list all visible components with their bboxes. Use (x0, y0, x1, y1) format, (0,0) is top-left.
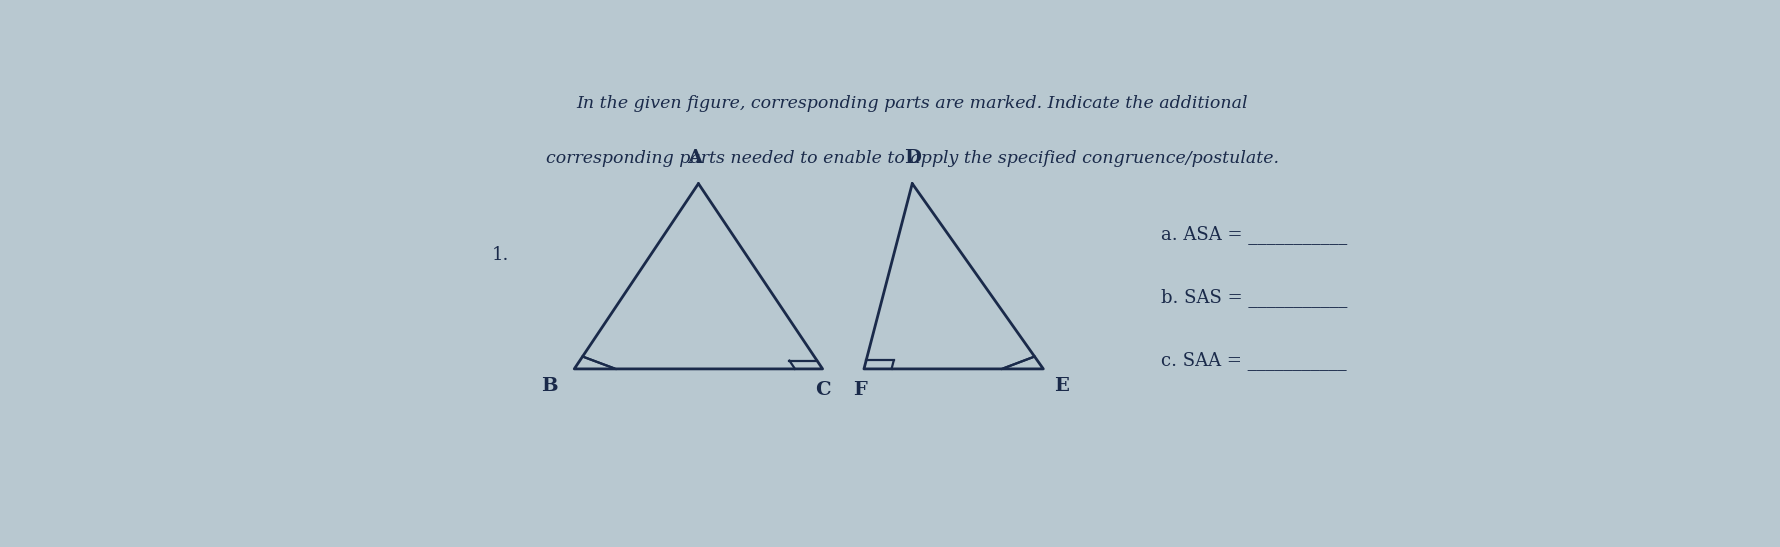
Text: D: D (904, 149, 920, 167)
Text: corresponding parts needed to enable to apply the specified congruence/postulate: corresponding parts needed to enable to … (546, 150, 1278, 167)
Text: F: F (853, 381, 867, 399)
Text: a. ASA = ___________: a. ASA = ___________ (1161, 225, 1347, 243)
Text: 1.: 1. (491, 246, 509, 264)
Text: In the given figure, corresponding parts are marked. Indicate the additional: In the given figure, corresponding parts… (577, 95, 1248, 112)
Text: C: C (815, 381, 831, 399)
Text: b. SAS = ___________: b. SAS = ___________ (1161, 288, 1347, 307)
Text: E: E (1054, 377, 1068, 395)
Text: c. SAA = ___________: c. SAA = ___________ (1161, 351, 1346, 370)
Text: B: B (541, 377, 557, 395)
Text: A: A (687, 149, 701, 167)
